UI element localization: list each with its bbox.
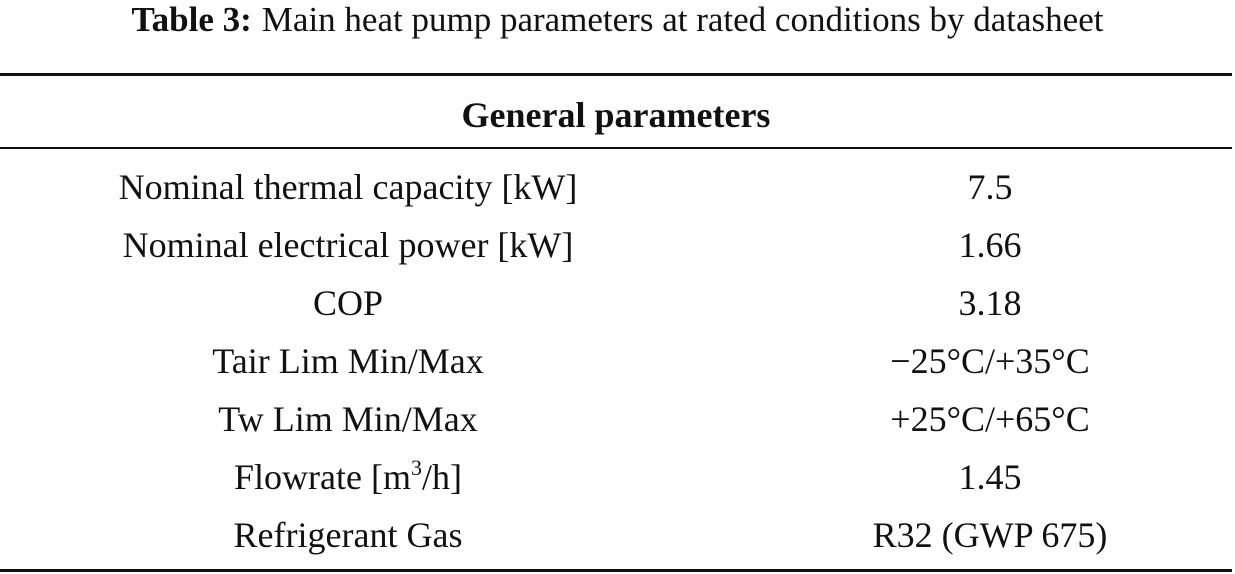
parameter-name: Tw Lim Min/Max bbox=[218, 399, 478, 439]
parameter-name: Refrigerant Gas bbox=[233, 515, 463, 555]
parameter-name: Nominal thermal capacity [kW] bbox=[118, 167, 578, 207]
parameter-value: 3.18 bbox=[958, 283, 1022, 323]
caption-label: Table 3: bbox=[131, 0, 252, 39]
bottom-rule bbox=[0, 569, 1232, 572]
caption: Table 3: Main heat pump parameters at rat… bbox=[0, 0, 1235, 40]
parameter-value: −25°C/+35°C bbox=[890, 341, 1090, 381]
mid-rule bbox=[0, 147, 1232, 149]
parameter-name: Flowrate [m3/h] bbox=[48, 455, 648, 499]
parameter-name: Tair Lim Min/Max bbox=[212, 341, 484, 381]
parameter-name: COP bbox=[312, 283, 384, 323]
top-rule bbox=[0, 73, 1232, 76]
caption-text: Main heat pump parameters at rated condi… bbox=[261, 0, 1104, 39]
parameter-value: 1.45 bbox=[958, 457, 1022, 497]
parameter-value: +25°C/+65°C bbox=[890, 399, 1090, 439]
table-header: General parameters bbox=[461, 95, 771, 135]
parameter-value: R32 (GWP 675) bbox=[872, 515, 1108, 555]
parameter-value: 1.66 bbox=[958, 225, 1022, 265]
parameter-name: Nominal electrical power [kW] bbox=[122, 225, 574, 265]
text-part: /h] bbox=[421, 457, 462, 497]
parameter-value: 7.5 bbox=[967, 167, 1013, 207]
text-part: Flowrate [m bbox=[234, 457, 411, 497]
superscript: 3 bbox=[410, 455, 422, 480]
